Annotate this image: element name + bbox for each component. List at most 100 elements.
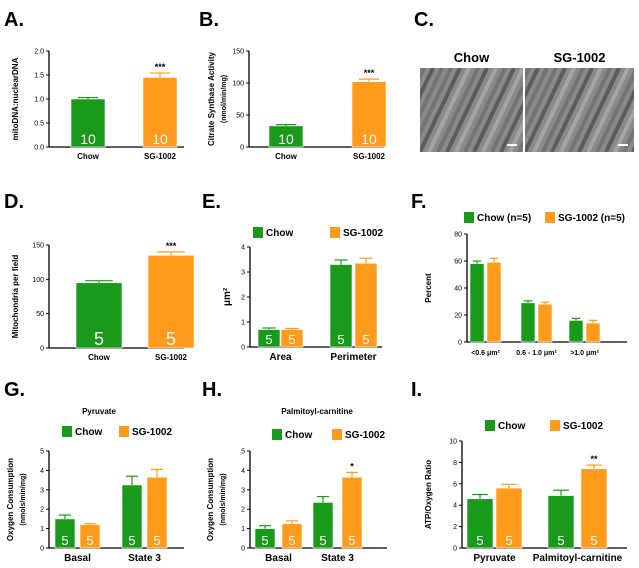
y-tick-label: 5	[241, 449, 245, 456]
x-tick-label: State 3	[128, 553, 161, 564]
x-tick-label: Chow	[275, 152, 298, 161]
x-tick-label: Chow	[77, 152, 100, 161]
legend-label: SG-1002	[345, 430, 385, 441]
bar	[142, 77, 178, 148]
significance-marker: ***	[166, 241, 177, 251]
bar-n-label: 10	[278, 131, 294, 147]
panel-label-d: D.	[4, 191, 24, 213]
bar	[147, 255, 195, 349]
y-tick-label: 2	[453, 524, 457, 531]
bar-n-label: 5	[348, 533, 355, 548]
y-tick-label: 1.5	[34, 73, 44, 80]
y-axis-label-units: (nmol/min/mg)	[221, 75, 228, 123]
y-tick-label: 0	[458, 340, 462, 347]
micrograph-texture	[472, 68, 516, 152]
significance-marker: *	[350, 461, 354, 471]
legend-swatch	[464, 212, 474, 223]
x-tick-label: Palmitoyl-carnitine	[533, 553, 623, 564]
y-tick-label: 20	[454, 313, 462, 320]
micrograph-texture	[427, 68, 471, 152]
panel-label-e: E.	[202, 191, 221, 213]
panel-label-f: F.	[411, 191, 427, 213]
x-tick-label: <0.6 μm²	[471, 350, 500, 357]
micrograph-texture	[559, 68, 603, 152]
y-axis-label: ATP/Oxygen Ratio	[424, 460, 433, 529]
micrograph-texture	[525, 68, 549, 119]
bar-n-label: 5	[265, 332, 272, 347]
bar-n-label: 5	[86, 533, 93, 548]
legend-swatch	[545, 212, 555, 223]
legend-label: SG-1002	[343, 228, 383, 239]
bar	[70, 98, 106, 148]
bar-n-label: 5	[319, 533, 326, 548]
y-tick-label: 1	[40, 526, 44, 533]
bar-n-label: 5	[288, 332, 295, 347]
y-tick-label: 4	[241, 468, 245, 475]
y-tick-label: 1	[241, 320, 245, 327]
panel-a: A. 0.0 0.5 1.0 1.5 2.0 mitoDNA:nuclearDNA Chow S…	[4, 9, 184, 161]
panel-e: E. 0 1 2 3 4 μm² Chow SG-1002 Area Perimeter 5 5 5 5	[202, 191, 383, 363]
micrograph-texture	[577, 68, 621, 152]
x-tick-label: Basal	[265, 553, 292, 564]
y-tick-label: 6	[453, 481, 457, 488]
bar-n-label: 5	[557, 533, 564, 548]
micrograph-texture	[525, 68, 540, 100]
micrograph-texture	[550, 68, 594, 152]
y-tick-label: 1	[241, 526, 245, 533]
bar-n-label: 5	[362, 332, 369, 347]
y-tick-label: 2.0	[34, 49, 44, 56]
micrograph-texture	[420, 68, 426, 82]
scale-bar	[507, 144, 517, 146]
y-tick-label: 100	[232, 81, 244, 88]
scale-bar	[618, 144, 628, 146]
legend-label: Chow (n=5)	[477, 213, 531, 224]
panel-i: I. 0 2 4 6 8 10 ATP/Oxygen Ratio Chow SG-1002 Pyru…	[411, 379, 627, 564]
bar	[351, 81, 387, 148]
micrograph-texture	[613, 107, 634, 152]
y-tick-label: 10	[449, 439, 457, 446]
y-tick-label: 4	[453, 503, 457, 510]
legend-swatch	[550, 420, 560, 431]
micrograph-texture	[445, 68, 489, 152]
y-tick-label: 0	[241, 546, 245, 553]
legend-label: SG-1002	[563, 421, 603, 432]
chart-title: Palmitoyl-carnitine	[281, 407, 353, 416]
y-tick-label: 2	[241, 295, 245, 302]
bar-n-label: 5	[337, 332, 344, 347]
chart-title: Pyruvate	[82, 407, 116, 416]
micrograph-texture	[541, 68, 585, 152]
micrograph-texture	[420, 68, 462, 152]
legend-swatch	[485, 420, 495, 431]
y-tick-label: 1.0	[34, 97, 44, 104]
y-tick-label: 3	[40, 487, 44, 494]
x-tick-label: SG-1002	[144, 152, 177, 161]
y-tick-label: 40	[454, 286, 462, 293]
micrograph-texture	[595, 69, 634, 152]
panel-label-i: I.	[411, 379, 422, 401]
micrograph-texture	[586, 68, 630, 152]
legend-label: Chow	[75, 427, 102, 438]
micrograph-texture	[508, 120, 523, 152]
micrograph-texture	[490, 82, 523, 152]
y-axis-label: μm²	[222, 287, 233, 306]
x-tick-label: SG-1002	[155, 353, 188, 362]
legend-swatch	[330, 227, 340, 238]
y-tick-label: 0	[40, 546, 44, 553]
y-tick-label: 2	[241, 507, 245, 514]
legend-label: Chow	[266, 228, 293, 239]
legend-swatch	[253, 227, 263, 238]
y-tick-label: 2	[40, 507, 44, 514]
x-tick-label: State 3	[321, 553, 354, 564]
micrograph-texture	[420, 68, 435, 100]
bar-n-label: 5	[166, 329, 176, 349]
micrograph-texture	[622, 126, 634, 152]
x-tick-label: Perimeter	[330, 352, 376, 363]
y-tick-label: 80	[454, 232, 462, 239]
significance-marker: ***	[155, 62, 166, 72]
bar	[585, 322, 601, 343]
legend-swatch	[272, 429, 282, 440]
micrograph-texture	[604, 88, 634, 152]
legend-swatch	[332, 429, 342, 440]
micrograph-texture	[532, 68, 576, 152]
